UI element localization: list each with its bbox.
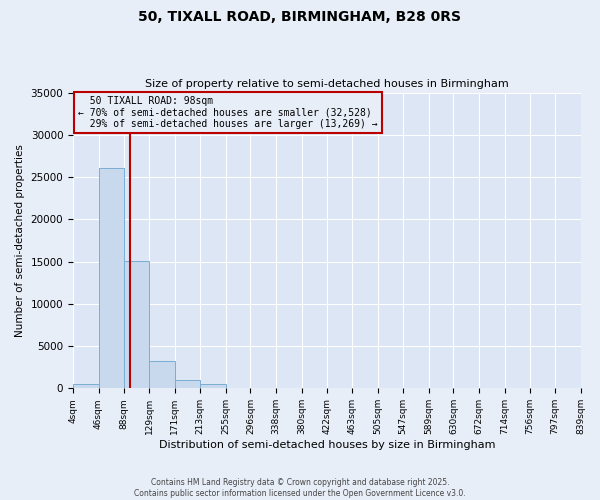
Y-axis label: Number of semi-detached properties: Number of semi-detached properties	[15, 144, 25, 337]
Bar	[124, 260, 149, 388]
Bar	[98, 168, 124, 388]
Title: Size of property relative to semi-detached houses in Birmingham: Size of property relative to semi-detach…	[145, 79, 509, 89]
X-axis label: Distribution of semi-detached houses by size in Birmingham: Distribution of semi-detached houses by …	[158, 440, 495, 450]
Bar	[175, 380, 200, 388]
Text: 50 TIXALL ROAD: 98sqm
← 70% of semi-detached houses are smaller (32,528)
  29% o: 50 TIXALL ROAD: 98sqm ← 70% of semi-deta…	[78, 96, 378, 128]
Bar	[73, 384, 98, 388]
Text: 50, TIXALL ROAD, BIRMINGHAM, B28 0RS: 50, TIXALL ROAD, BIRMINGHAM, B28 0RS	[139, 10, 461, 24]
Text: Contains HM Land Registry data © Crown copyright and database right 2025.
Contai: Contains HM Land Registry data © Crown c…	[134, 478, 466, 498]
Bar	[200, 384, 226, 388]
Bar	[149, 362, 175, 388]
